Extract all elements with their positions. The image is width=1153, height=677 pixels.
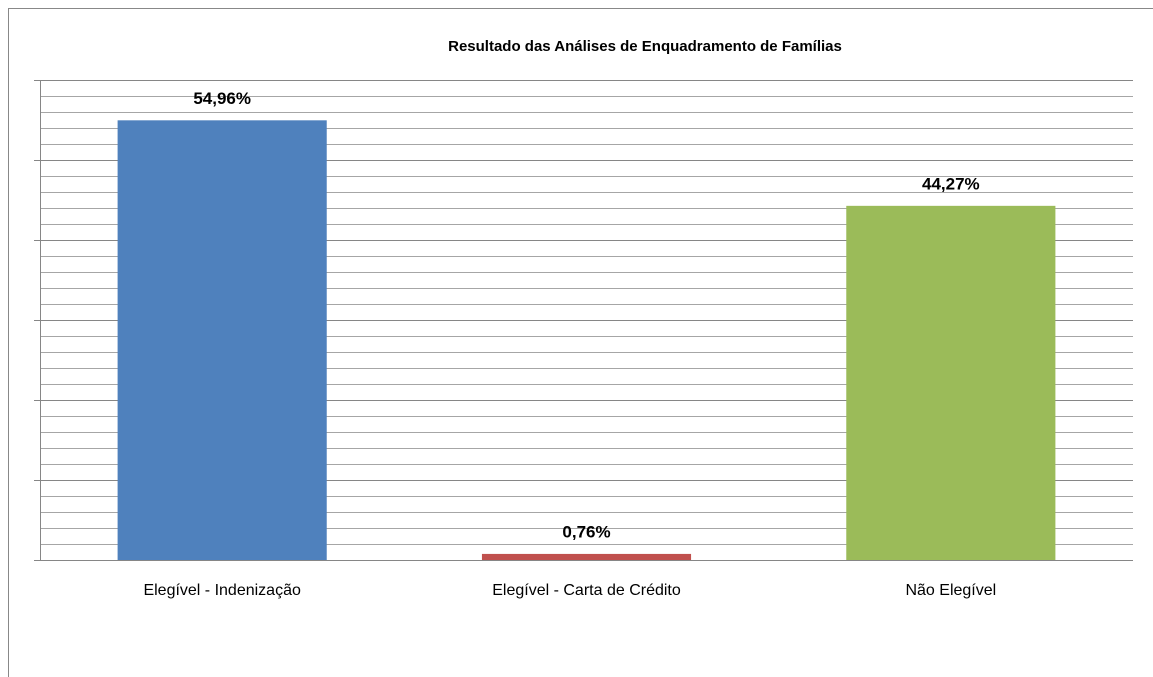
x-tick-label: Elegível - Carta de Crédito [492,582,681,599]
value-label: 54,96% [193,89,251,108]
bar [846,205,1056,560]
x-tick-label: Elegível - Indenização [143,582,301,599]
bar [481,553,692,560]
value-label: 44,27% [922,174,980,193]
value-label: 0,76% [562,522,610,541]
chart-title: Resultado das Análises de Enquadramento … [448,38,842,55]
x-tick-label: Não Elegível [905,582,996,599]
bar [117,120,327,560]
